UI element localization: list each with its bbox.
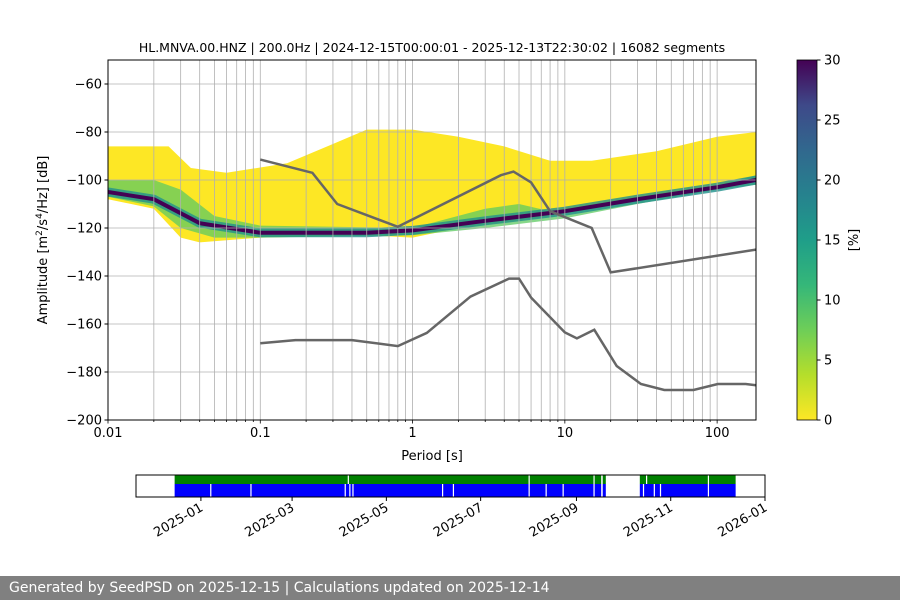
- timeline-tick-label: 2025-01: [151, 500, 206, 540]
- timeline-tick-label: 2025-07: [431, 500, 486, 540]
- coverage-available-gap: [210, 484, 212, 497]
- grid: [108, 60, 756, 420]
- psd-envelope-region: [108, 129, 756, 243]
- colorbar-tick-label: 5: [824, 354, 832, 369]
- coverage-available-gap: [344, 484, 346, 497]
- colorbar-tick-label: 30: [824, 54, 841, 69]
- coverage-available-segment: [174, 484, 602, 497]
- colorbar: [796, 59, 818, 421]
- coverage-available-gap: [562, 484, 564, 497]
- coverage-timeline: 2025-01 2025-03 2025-05 2025-07 2025-09 2025-…: [135, 474, 770, 541]
- colorbar-tick-label: 25: [824, 114, 841, 129]
- coverage-available-gap: [642, 484, 645, 497]
- y-tick-label: −120: [66, 222, 102, 237]
- psd-heatmap: [108, 129, 756, 243]
- colorbar-label: [%]: [847, 229, 862, 252]
- timeline-frame: [135, 474, 766, 498]
- y-axis-label: Amplitude [m2/s4/Hz] [dB]: [35, 156, 51, 325]
- coverage-available-segment: [602, 484, 606, 497]
- coverage-used-gap: [646, 475, 648, 484]
- nhnm-curve: [259, 158, 756, 274]
- colorbar-tick-label: 20: [824, 174, 841, 189]
- coverage-available-segment: [639, 484, 736, 497]
- noise-models: [259, 158, 756, 392]
- coverage-available-gap: [250, 484, 252, 497]
- x-tick-label: 0.1: [250, 426, 271, 441]
- x-tick-label: 0.01: [94, 426, 123, 441]
- y-tick-label: −140: [66, 270, 102, 285]
- y-tick-label: −180: [66, 366, 102, 381]
- coverage-used-gap: [707, 475, 710, 484]
- coverage-available-gap: [545, 484, 547, 497]
- x-tick-label: 10: [557, 426, 574, 441]
- x-tick-label: 100: [705, 426, 730, 441]
- timeline-tick-label: 2026-01: [715, 500, 770, 540]
- colorbar-tick-label: 15: [824, 234, 841, 249]
- coverage-available-gap: [452, 484, 455, 497]
- coverage-available-gap: [707, 484, 710, 497]
- x-tick-label: 1: [408, 426, 416, 441]
- y-tick-label: −80: [75, 126, 102, 141]
- coverage-used-segment: [602, 475, 606, 484]
- timeline-tick-label: 2025-05: [337, 500, 392, 540]
- chart-title: HL.MNVA.00.HNZ | 200.0Hz | 2024-12-15T00…: [139, 40, 725, 55]
- coverage-used-gap: [528, 475, 530, 484]
- coverage-available-gap: [653, 484, 655, 497]
- coverage-available-gap: [352, 484, 354, 497]
- colorbar-ticks: 0 5 10 15 20 25 30: [817, 54, 841, 429]
- ppsd-chart: HL.MNVA.00.HNZ | 200.0Hz | 2024-12-15T00…: [35, 40, 862, 541]
- timeline-tick-label: 2025-11: [621, 500, 676, 540]
- coverage-used-gap: [593, 475, 595, 484]
- coverage-used-segment: [174, 475, 602, 484]
- footer-status: Generated by SeedPSD on 2025-12-15 | Cal…: [0, 576, 900, 600]
- y-tick-label: −100: [66, 174, 102, 189]
- coverage-available-gap: [593, 484, 595, 497]
- coverage-available-gap: [528, 484, 530, 497]
- x-axis-label: Period [s]: [401, 449, 463, 464]
- y-tick-label: −200: [66, 414, 102, 429]
- nlnm-curve: [260, 277, 756, 392]
- coverage-available-gap: [442, 484, 444, 497]
- colorbar-tick-label: 0: [824, 414, 832, 429]
- y-tick-label: −60: [75, 78, 102, 93]
- timeline-tick-label: 2025-09: [527, 500, 582, 540]
- coverage-used-gap: [347, 475, 349, 484]
- plot-frame: [107, 59, 757, 421]
- coverage-used-segment: [639, 475, 736, 484]
- timeline-tick-label: 2025-03: [243, 500, 298, 540]
- y-tick-label: −160: [66, 318, 102, 333]
- coverage-available-gap: [349, 484, 351, 497]
- colorbar-tick-label: 10: [824, 294, 841, 309]
- coverage-available-gap: [659, 484, 662, 497]
